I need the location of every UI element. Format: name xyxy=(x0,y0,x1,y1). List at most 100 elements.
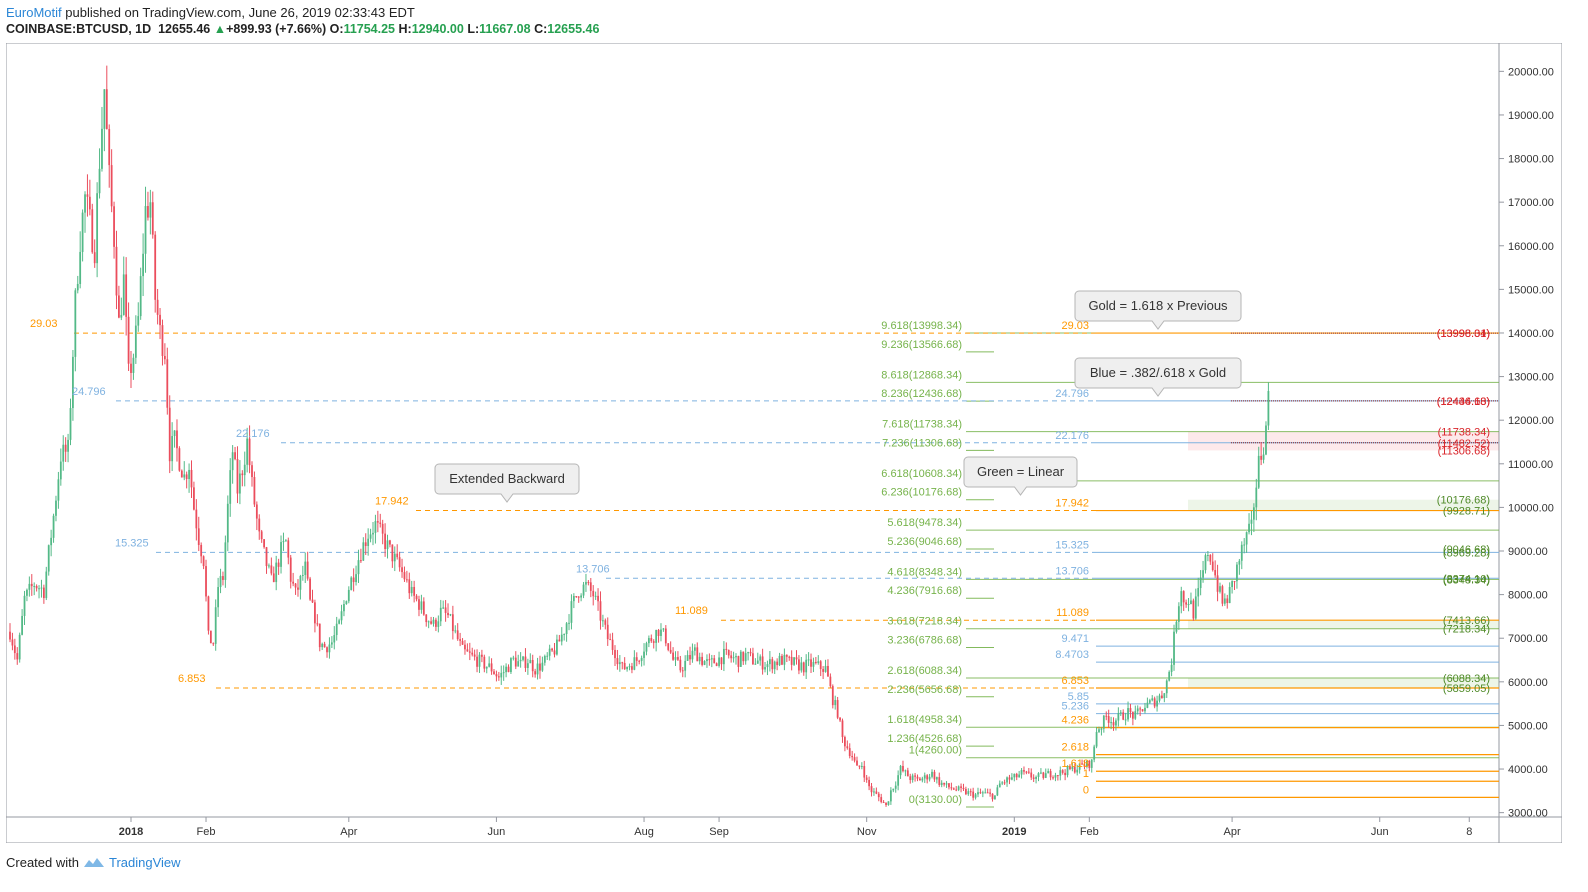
candle-body xyxy=(234,452,236,460)
candle-body xyxy=(289,557,292,582)
candle-body xyxy=(1168,671,1171,681)
candle-body xyxy=(534,671,537,675)
candle-body xyxy=(691,650,694,660)
candle-body xyxy=(703,661,706,665)
candle-body xyxy=(785,654,788,657)
author-link[interactable]: EuroMotif xyxy=(6,5,62,20)
candle-body xyxy=(514,657,517,667)
candle-body xyxy=(1248,523,1250,533)
candle-body xyxy=(345,601,348,605)
candle-body xyxy=(783,654,786,665)
candle-body xyxy=(427,621,430,623)
candle-body xyxy=(343,604,345,612)
candle-body xyxy=(275,562,278,583)
candle-body xyxy=(125,274,128,317)
candle-body xyxy=(836,700,839,718)
time-tick-label: 2019 xyxy=(1002,826,1026,838)
candle-body xyxy=(243,464,246,476)
candle-body xyxy=(183,474,186,478)
created-with-text: Created with xyxy=(6,855,79,870)
time-tick-label: Jun xyxy=(1371,826,1389,838)
candle-body xyxy=(280,542,282,567)
level-labels-layer: 9.618(13998.34) 9.236(13566.68) 8.618(1286… xyxy=(30,318,1490,806)
candle-body xyxy=(824,665,827,672)
candle-body xyxy=(476,656,478,667)
linear-level-label: 2.618(6088.34) xyxy=(887,665,962,677)
candle-body xyxy=(1141,709,1144,712)
candle-body xyxy=(911,775,914,780)
time-tick-label: Sep xyxy=(709,826,729,838)
candle-body xyxy=(193,487,195,510)
candle-body xyxy=(638,660,641,662)
candle-body xyxy=(1044,773,1047,778)
candle-body xyxy=(807,659,810,661)
candle-body xyxy=(493,671,495,675)
publish-header: EuroMotif published on TradingView.com, … xyxy=(6,5,415,20)
candle-body xyxy=(449,614,452,616)
candle-body xyxy=(1054,775,1057,778)
candle-body xyxy=(282,541,285,543)
callout-text: Green = Linear xyxy=(977,464,1065,479)
gold-level-label: 29.03 xyxy=(1061,320,1089,332)
candle-body xyxy=(616,658,619,665)
time-axis[interactable]: 2018 Feb Apr Jun Aug Sep Nov 2019 Feb Apr Jun 8 xyxy=(119,817,1473,838)
candle-body xyxy=(45,571,48,599)
price-change: +899.93 (+7.66%) xyxy=(226,22,327,36)
candle-body xyxy=(977,792,979,795)
open-value: 11754.25 xyxy=(343,22,396,36)
candle-body xyxy=(156,299,159,315)
candle-body xyxy=(251,465,253,478)
price-chart[interactable]: 9.618(13998.34) 9.236(13566.68) 8.618(1286… xyxy=(6,43,1562,843)
candle-body xyxy=(701,656,704,665)
candle-body xyxy=(248,438,251,466)
candle-body xyxy=(142,253,144,277)
candle-body xyxy=(200,544,203,557)
candle-body xyxy=(1076,769,1079,773)
candle-body xyxy=(805,659,808,673)
candle-body xyxy=(957,786,960,790)
gold-level-label: 2.618 xyxy=(1061,742,1089,754)
candle-body xyxy=(1066,766,1069,776)
tradingview-link[interactable]: TradingView xyxy=(108,855,181,870)
candle-body xyxy=(35,586,38,589)
candle-body xyxy=(1144,707,1146,712)
candle-body xyxy=(877,793,880,798)
candle-body xyxy=(759,656,762,661)
price-tick-label: 12000.00 xyxy=(1508,415,1554,427)
candle-body xyxy=(381,523,384,534)
linear-level-label: 9.618(13998.34) xyxy=(881,320,962,332)
candle-body xyxy=(776,661,779,666)
candle-body xyxy=(885,802,887,805)
candle-body xyxy=(848,748,851,756)
gold-level-label-left: 11.089 xyxy=(675,605,708,617)
candle-body xyxy=(628,666,631,668)
candle-body xyxy=(1083,764,1086,767)
candle-body xyxy=(618,662,621,665)
time-tick-label: 8 xyxy=(1466,826,1472,838)
candle-body xyxy=(522,656,524,660)
linear-level-label: 7.618(11738.34) xyxy=(882,419,962,431)
candle-body xyxy=(986,792,989,794)
candle-body xyxy=(640,657,643,661)
candle-body xyxy=(952,788,955,790)
open-label: O: xyxy=(329,22,344,36)
linear-level-label: 3.236(6786.68) xyxy=(887,635,962,647)
candle-body xyxy=(50,537,53,546)
candle-body xyxy=(798,659,800,671)
candle-body xyxy=(364,542,367,546)
candle-body xyxy=(209,630,212,644)
candle-body xyxy=(965,789,967,795)
candle-body xyxy=(517,661,520,667)
candle-body xyxy=(420,601,423,610)
candle-body xyxy=(171,436,174,462)
candle-body xyxy=(1112,722,1115,726)
level-value-label: (8374.10) xyxy=(1443,573,1490,585)
candle-body xyxy=(219,576,222,588)
candle-body xyxy=(727,649,730,656)
candle-body xyxy=(894,785,897,789)
blue-level-label: 5.85 xyxy=(1068,691,1089,703)
level-value-label: (13998.01) xyxy=(1437,328,1490,340)
candle-body xyxy=(500,672,503,678)
candle-body xyxy=(258,518,261,532)
price-axis[interactable]: 3000.00 4000.00 5000.00 6000.00 7000.00 8000.… xyxy=(1499,66,1554,820)
